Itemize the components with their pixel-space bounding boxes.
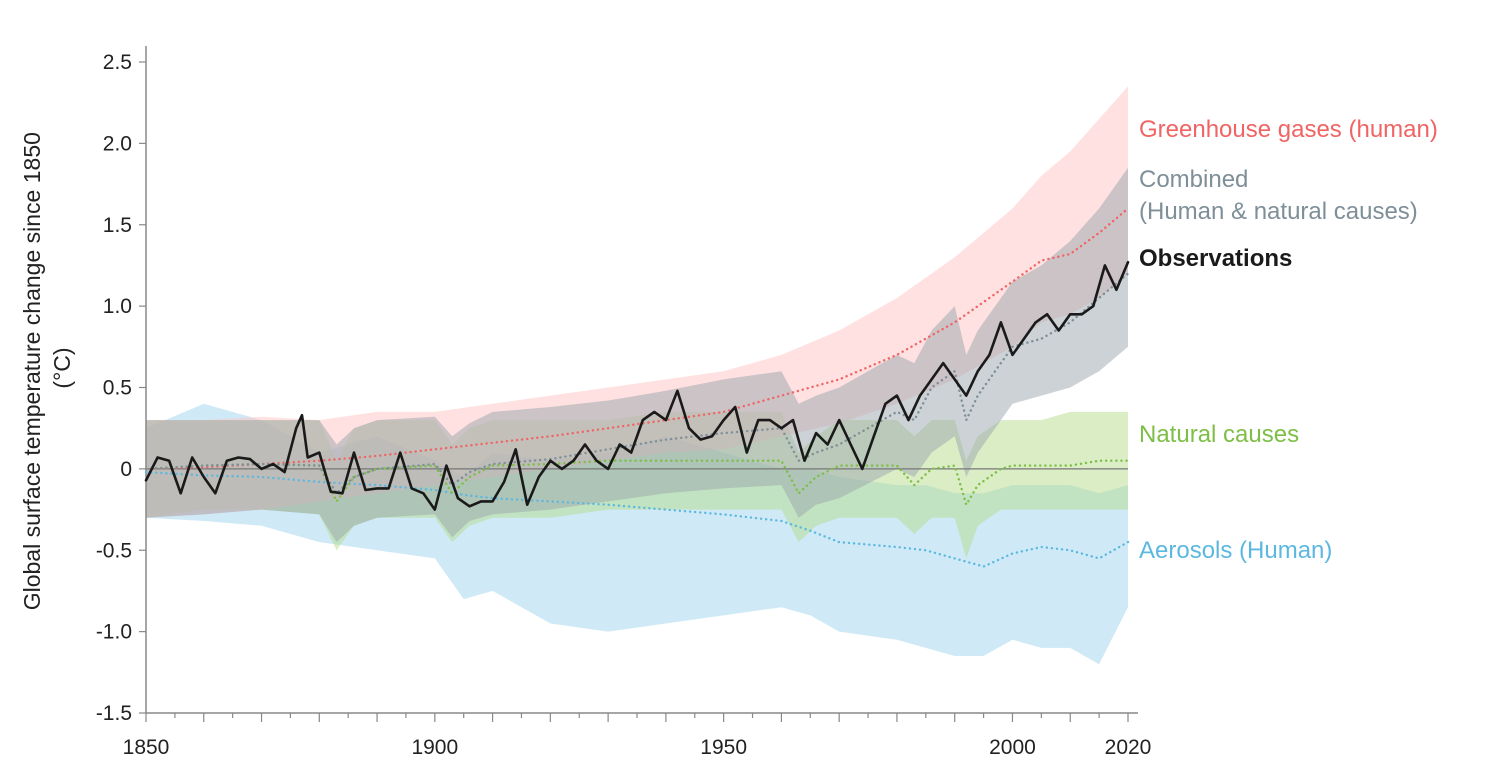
- y-tick-label: 2.5: [103, 51, 132, 74]
- x-tick-label: 2020: [1105, 736, 1152, 759]
- x-tick-label: 1900: [411, 736, 458, 759]
- y-axis-title: Global surface temperature change since …: [19, 126, 75, 611]
- y-tick-label: 0.5: [103, 377, 132, 400]
- series-lines: [144, 207, 1130, 568]
- y-tick-label: 1.5: [103, 214, 132, 237]
- y-tick-label: 2.0: [103, 132, 132, 155]
- natural-line: [144, 459, 1130, 506]
- uncertainty-bands: [146, 86, 1128, 665]
- y-tick-label: -1.0: [96, 621, 132, 644]
- combined-band: [146, 167, 1128, 543]
- x-tick-label: 2000: [989, 736, 1036, 759]
- y-axis-title-line-1: Global surface temperature change since …: [19, 132, 45, 610]
- series-labels: Greenhouse gases (human) Combined (Human &…: [1139, 116, 1438, 564]
- natural-label: Natural causes: [1139, 421, 1299, 448]
- y-tick-label: 0: [120, 458, 132, 481]
- greenhouse-line: [144, 207, 1130, 471]
- y-tick-label: -0.5: [96, 539, 132, 562]
- x-tick-label: 1950: [700, 736, 747, 759]
- combined-label-line-2: (Human & natural causes): [1139, 198, 1418, 225]
- combined-label: Combined: [1139, 166, 1248, 193]
- aerosols-line: [144, 470, 1130, 568]
- y-tick-label: 1.0: [103, 295, 132, 318]
- y-tick-label: -1.5: [96, 702, 132, 725]
- greenhouse-label: Greenhouse gases (human): [1139, 116, 1438, 143]
- observations-line: [144, 260, 1130, 511]
- observations-label: Observations: [1139, 245, 1292, 272]
- x-tick-label: 1850: [123, 736, 170, 759]
- y-axis-title-line-2: (°C): [49, 347, 75, 388]
- aerosols-label: Aerosols (Human): [1139, 537, 1332, 564]
- axes: 2.5 2.0 1.5 1.0 0.5 0 -0.5 -1.0 -1.5 1850 1900 1950…: [96, 46, 1152, 759]
- combined-line: [144, 272, 1130, 495]
